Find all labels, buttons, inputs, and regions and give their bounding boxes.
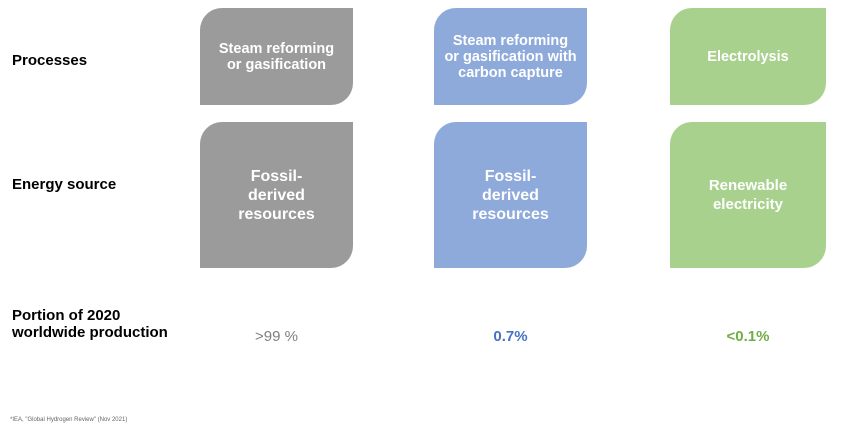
portion-value: <0.1% bbox=[726, 328, 770, 345]
energy-box: Fossil-derived resources bbox=[200, 122, 353, 268]
energy-box: Renewable electricity bbox=[670, 122, 826, 268]
footnote: *IEA, "Global Hydrogen Review" (Nov 2021… bbox=[10, 417, 128, 423]
portion-value: 0.7% bbox=[493, 328, 528, 345]
row-label: Processes bbox=[12, 52, 88, 69]
row-label: Portion of 2020 worldwide production bbox=[12, 307, 168, 341]
portion-value: >99 % bbox=[255, 328, 298, 345]
energy-box: Fossil-derived resources bbox=[434, 122, 587, 268]
row-label: Energy source bbox=[12, 176, 117, 193]
process-box: Steam reforming or gasification with car… bbox=[434, 8, 587, 105]
process-box: Electrolysis bbox=[670, 8, 826, 105]
process-box: Steam reforming or gasification bbox=[200, 8, 353, 105]
